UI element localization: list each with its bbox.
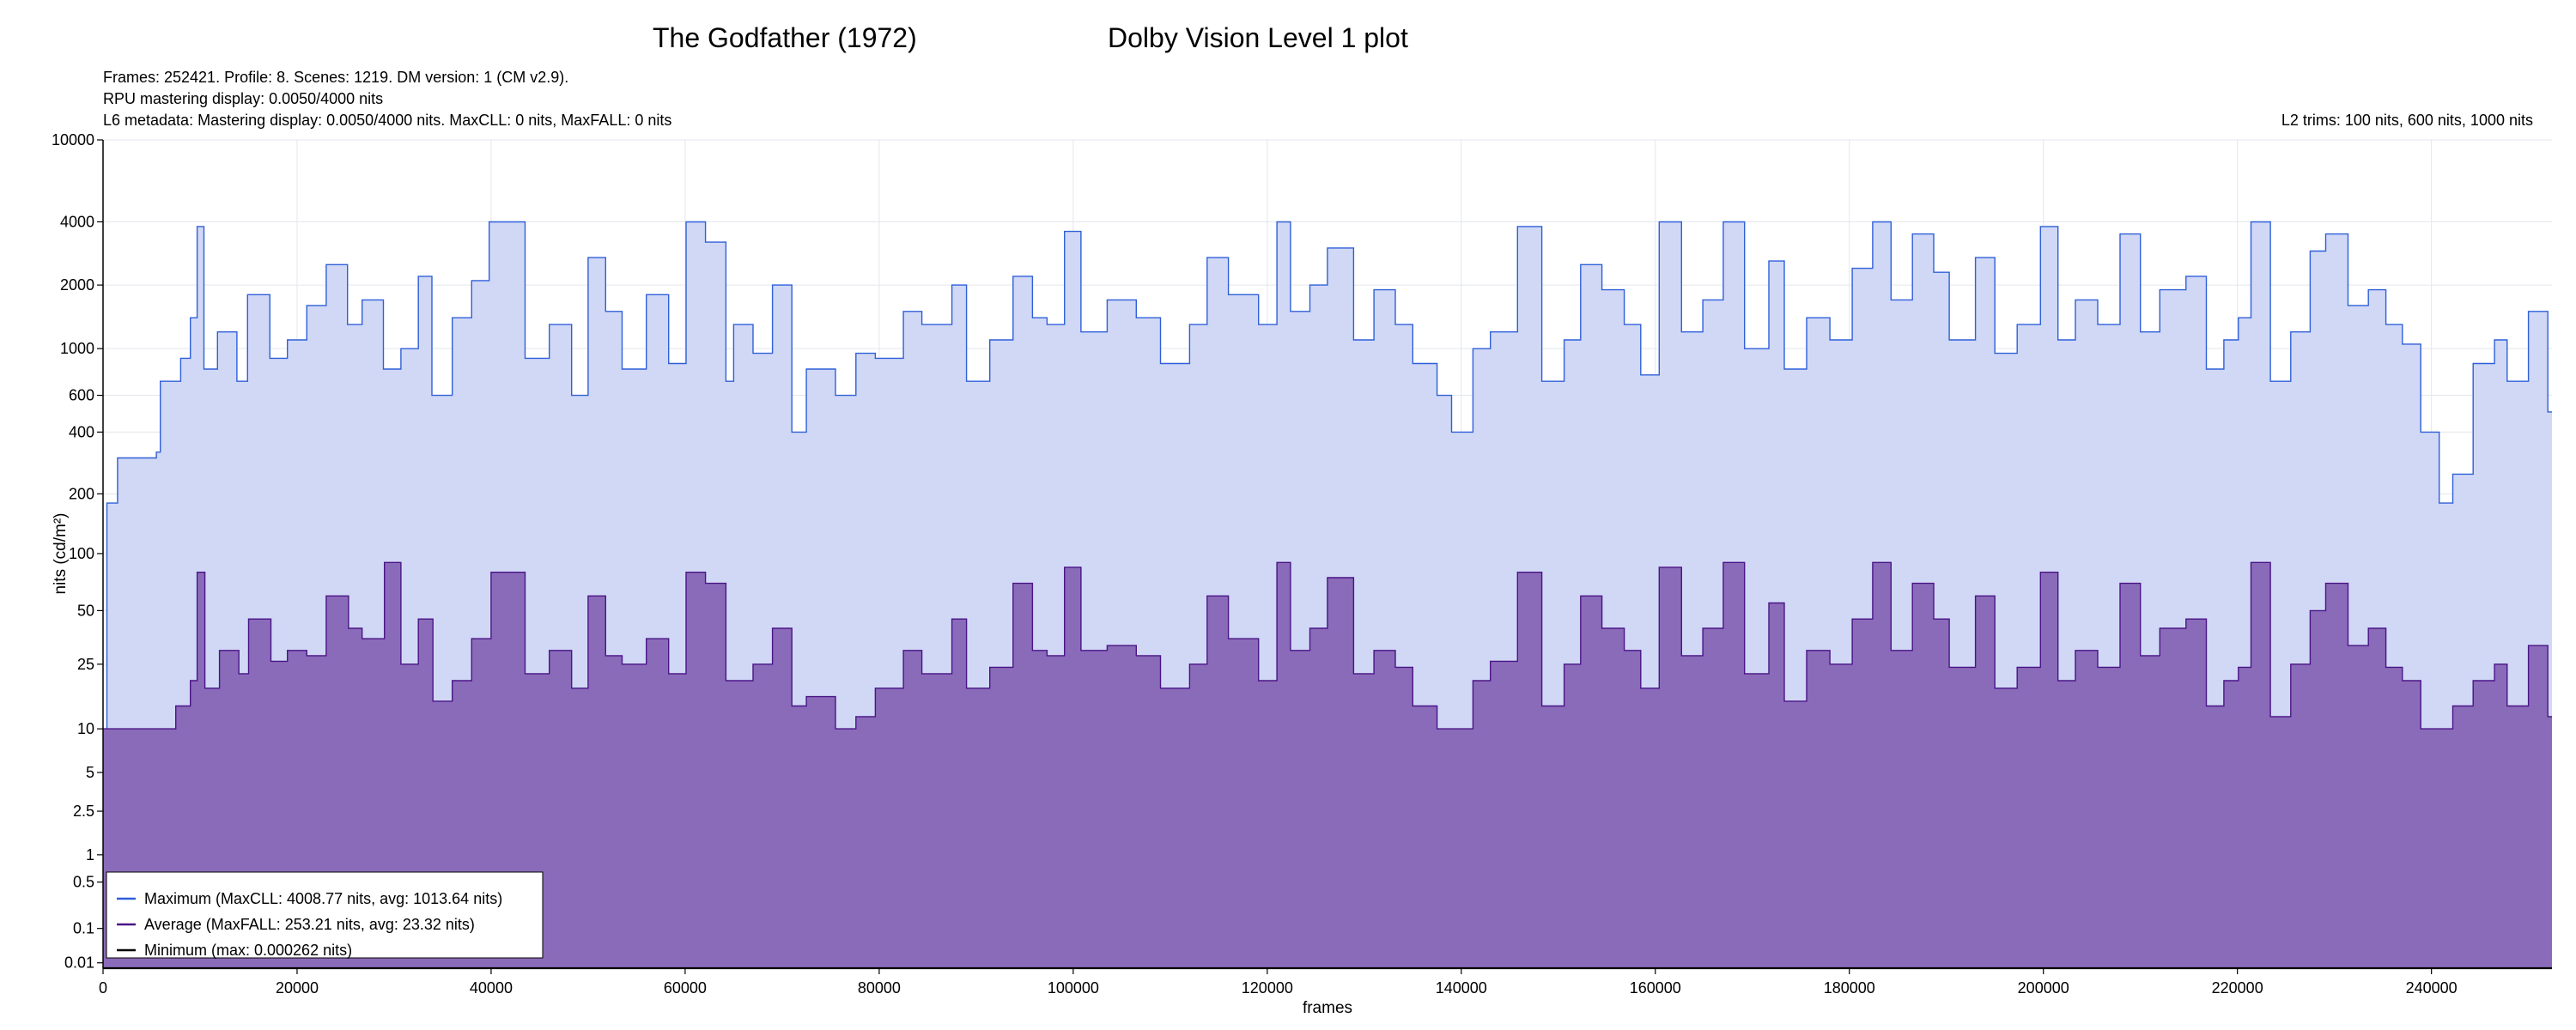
x-tick-label: 0 <box>99 979 107 997</box>
y-tick-label: 600 <box>69 387 94 404</box>
x-tick-label: 140000 <box>1436 979 1487 997</box>
y-tick-label: 100 <box>69 545 94 562</box>
x-tick-label: 240000 <box>2406 979 2458 997</box>
y-tick-label: 2000 <box>60 276 94 294</box>
x-tick-label: 160000 <box>1630 979 1681 997</box>
x-tick-label: 80000 <box>858 979 901 997</box>
x-ticks: 0 20000 40000 60000 80000 100000 120000 140000 1… <box>99 968 2458 997</box>
y-tick-label: 1 <box>86 846 94 863</box>
y-tick-label: 50 <box>77 602 94 619</box>
legend-entry: Maximum (MaxCLL: 4008.77 nits, avg: 1013… <box>144 890 502 907</box>
y-tick-label: 10 <box>77 720 94 737</box>
y-axis-label: nits (cd/m²) <box>52 513 70 595</box>
frames-info: Frames: 252421. Profile: 8. Scenes: 1219… <box>103 69 569 86</box>
x-tick-label: 60000 <box>664 979 707 997</box>
legend-box <box>106 871 544 959</box>
y-tick-label: 0.01 <box>64 954 94 972</box>
x-tick-label: 200000 <box>2018 979 2069 997</box>
l2-trims-info: L2 trims: 100 nits, 600 nits, 1000 nits <box>2281 112 2533 129</box>
chart-subtitle: Dolby Vision Level 1 plot <box>1108 22 1408 53</box>
x-tick-label: 40000 <box>470 979 513 997</box>
rpu-mastering-info: RPU mastering display: 0.0050/4000 nits <box>103 90 384 107</box>
y-ticks: 0.01 0.1 0.5 1 2.5 5 10 25 50 100 200 400 600 1000 200… <box>52 131 103 972</box>
y-tick-label: 1000 <box>60 340 94 357</box>
average-series-area <box>103 562 2552 968</box>
chart-title: The Godfather (1972) <box>653 22 917 53</box>
x-tick-label: 20000 <box>276 979 319 997</box>
y-tick-label: 200 <box>69 485 94 502</box>
y-tick-label: 0.1 <box>73 920 94 937</box>
y-tick-label: 4000 <box>60 213 94 230</box>
legend-entry: Average (MaxFALL: 253.21 nits, avg: 23.3… <box>144 916 475 933</box>
legend-entry: Minimum (max: 0.000262 nits) <box>144 942 352 959</box>
x-axis-label: frames <box>1303 999 1352 1017</box>
y-tick-label: 400 <box>69 423 94 440</box>
series-layer <box>103 221 2552 970</box>
legend: Maximum (MaxCLL: 4008.77 nits, avg: 1013… <box>106 871 544 959</box>
y-tick-label: 2.5 <box>73 803 94 820</box>
y-tick-label: 5 <box>86 764 94 781</box>
x-tick-label: 100000 <box>1048 979 1099 997</box>
x-tick-label: 120000 <box>1242 979 1293 997</box>
maximum-series-line <box>103 221 2552 883</box>
average-series-line <box>103 561 2552 730</box>
x-tick-label: 180000 <box>1824 979 1875 997</box>
y-tick-label: 10000 <box>52 131 94 148</box>
y-tick-label: 25 <box>77 656 94 673</box>
y-tick-label: 0.5 <box>73 874 94 891</box>
l6-metadata-info: L6 metadata: Mastering display: 0.0050/4… <box>103 112 672 129</box>
x-tick-label: 220000 <box>2212 979 2263 997</box>
